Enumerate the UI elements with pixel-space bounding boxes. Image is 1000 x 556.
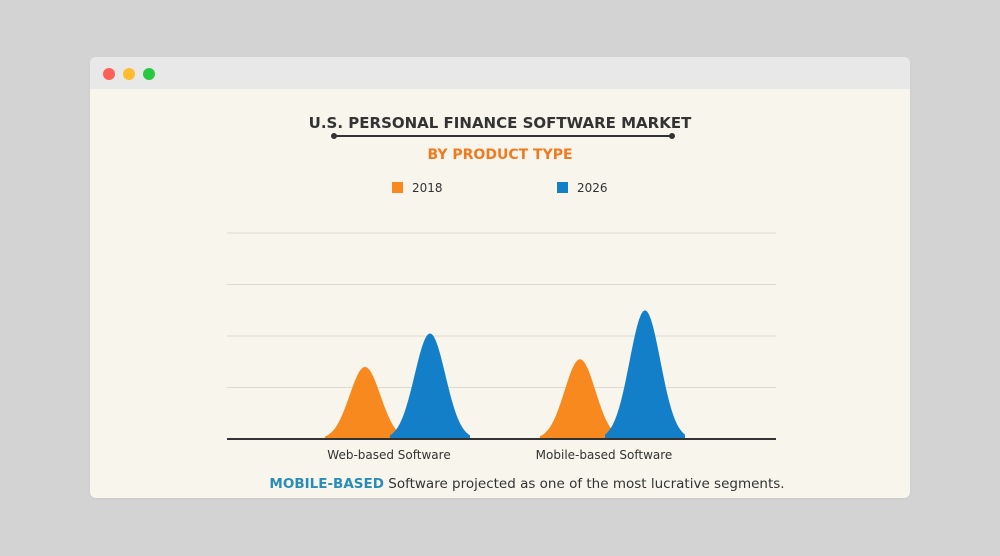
close-window-icon[interactable] [103, 68, 115, 80]
peak-2018-mobile [540, 359, 620, 439]
footnote: MOBILE-BASED Software projected as one o… [269, 476, 784, 492]
title-underline-left-dot [331, 133, 337, 139]
peak-2026-mobile [605, 310, 685, 439]
minimize-window-icon[interactable] [123, 68, 135, 80]
footnote-text: Software projected as one of the most lu… [388, 476, 784, 492]
gridlines [227, 232, 776, 388]
chart-marks [325, 310, 685, 439]
window-titlebar [90, 57, 910, 89]
title-underline-right-dot [669, 133, 675, 139]
chart-title: U.S. PERSONAL FINANCE SOFTWARE MARKET [309, 114, 692, 132]
browser-window: U.S. PERSONAL FINANCE SOFTWARE MARKET BY… [90, 57, 910, 498]
peak-2026-web [390, 333, 470, 439]
peak-2018-web [325, 366, 405, 439]
legend-swatch-2026 [557, 182, 568, 193]
maximize-window-icon[interactable] [143, 68, 155, 80]
legend-label-2018: 2018 [412, 181, 443, 195]
chart-subtitle: BY PRODUCT TYPE [427, 147, 572, 163]
category-label-mobile: Mobile-based Software [536, 448, 673, 462]
footnote-highlight: MOBILE-BASED [269, 476, 384, 492]
legend-swatch-2018 [392, 182, 403, 193]
market-chart: U.S. PERSONAL FINANCE SOFTWARE MARKET BY… [227, 114, 785, 492]
category-label-web: Web-based Software [327, 448, 450, 462]
legend-label-2026: 2026 [577, 181, 608, 195]
